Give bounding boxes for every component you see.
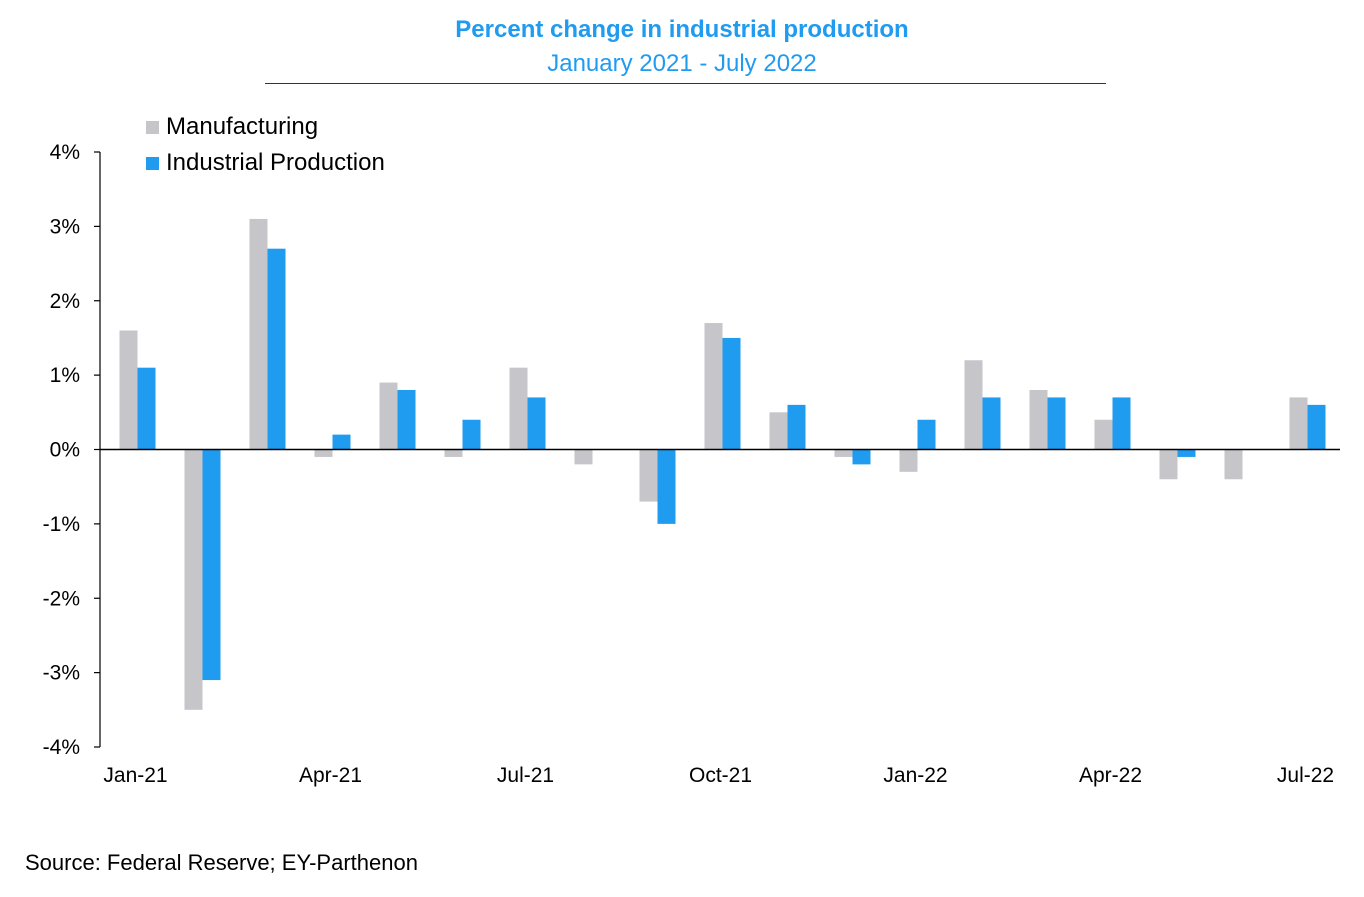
bar-manufacturing-may-21 — [379, 382, 398, 450]
chart-title: Percent change in industrial production — [455, 16, 909, 43]
y-tick-label: -4% — [43, 736, 80, 759]
y-tick-label: 0% — [50, 439, 80, 462]
bar-manufacturing-dec-21 — [834, 449, 853, 457]
legend-swatch-manufacturing — [146, 120, 159, 134]
bar-industrial-production-jan-22 — [917, 419, 936, 450]
title-divider — [265, 83, 1106, 84]
bar-manufacturing-feb-21 — [184, 449, 203, 710]
x-tick-label: Jan-22 — [883, 764, 947, 787]
bar-industrial-production-may-22 — [1177, 449, 1196, 457]
bar-industrial-production-dec-21 — [852, 449, 871, 465]
bar-manufacturing-jan-22 — [899, 449, 918, 472]
bar-industrial-production-jun-21 — [462, 419, 481, 450]
bar-industrial-production-oct-21 — [722, 337, 741, 450]
x-tick-label: Apr-21 — [299, 764, 362, 787]
bar-manufacturing-mar-22 — [1029, 390, 1048, 450]
bar-industrial-production-feb-21 — [202, 449, 221, 681]
legend-label-manufacturing: Manufacturing — [166, 113, 319, 140]
legend-swatch-industrial-production — [146, 156, 159, 170]
bar-manufacturing-apr-22 — [1094, 419, 1113, 450]
bar-manufacturing-mar-21 — [249, 218, 268, 450]
bar-industrial-production-apr-21 — [332, 434, 351, 450]
bar-industrial-production-sep-21 — [657, 449, 676, 524]
y-tick-label: -1% — [43, 513, 80, 536]
legend-label-industrial-production: Industrial Production — [166, 149, 385, 176]
bar-manufacturing-nov-21 — [769, 412, 788, 450]
bar-industrial-production-jul-22 — [1307, 404, 1326, 450]
y-tick-label: 2% — [50, 290, 80, 313]
x-tick-label: Apr-22 — [1079, 764, 1142, 787]
y-tick-label: 4% — [50, 141, 80, 164]
y-tick-label: 3% — [50, 215, 80, 238]
bar-manufacturing-jan-21 — [119, 330, 138, 450]
bar-manufacturing-jul-21 — [509, 367, 528, 450]
legend: Manufacturing Industrial Production — [146, 109, 385, 181]
source-note: Source: Federal Reserve; EY-Parthenon — [25, 850, 418, 875]
legend-item-industrial-production: Industrial Production — [146, 145, 385, 181]
bar-manufacturing-jul-22 — [1289, 397, 1308, 450]
bar-manufacturing-jun-21 — [444, 449, 463, 457]
bar-industrial-production-mar-22 — [1047, 397, 1066, 450]
legend-item-manufacturing: Manufacturing — [146, 109, 385, 145]
y-tick-label: 1% — [50, 364, 80, 387]
x-tick-label: Oct-21 — [689, 764, 752, 787]
y-tick-label: -3% — [43, 662, 80, 685]
y-tick-label: -2% — [43, 587, 80, 610]
x-tick-label: Jan-21 — [103, 764, 167, 787]
bar-manufacturing-feb-22 — [964, 360, 983, 450]
bar-manufacturing-apr-21 — [314, 449, 333, 457]
bar-manufacturing-sep-21 — [639, 449, 658, 502]
bar-industrial-production-apr-22 — [1112, 397, 1131, 450]
bar-industrial-production-mar-21 — [267, 248, 286, 450]
bar-industrial-production-jan-21 — [137, 367, 156, 450]
bar-manufacturing-aug-21 — [574, 449, 593, 465]
bar-industrial-production-feb-22 — [982, 397, 1001, 450]
bar-industrial-production-nov-21 — [787, 404, 806, 450]
bar-industrial-production-may-21 — [397, 390, 416, 450]
x-tick-label: Jul-21 — [497, 764, 554, 787]
x-tick-label: Jul-22 — [1277, 764, 1334, 787]
bar-manufacturing-oct-21 — [704, 323, 723, 450]
chart-subtitle: January 2021 - July 2022 — [547, 50, 817, 77]
bar-manufacturing-may-22 — [1159, 449, 1178, 480]
bar-industrial-production-jul-21 — [527, 397, 546, 450]
bar-manufacturing-jun-22 — [1224, 449, 1243, 480]
